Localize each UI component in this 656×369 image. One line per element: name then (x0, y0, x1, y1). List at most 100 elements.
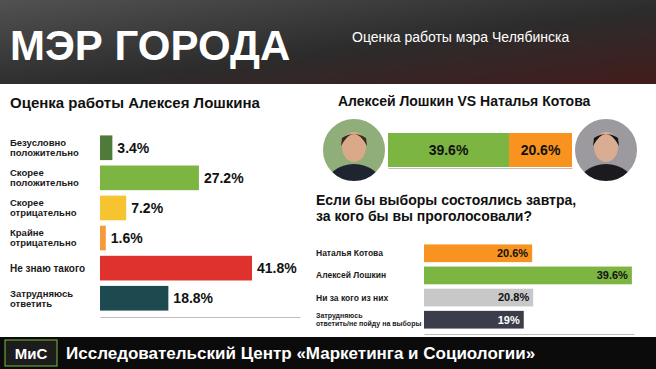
data-label: 19% (498, 314, 520, 326)
chart-title: Оценка работы Алексея Лошкина (10, 94, 261, 111)
data-label: 7.2% (131, 200, 163, 216)
y-tick: Безусловноположительно (10, 137, 79, 158)
y-tick: Не знаю такого (10, 263, 85, 274)
y-tick-label: Алексей Лошкин (316, 270, 386, 280)
y-tick: Крайнеотрицательно (10, 227, 77, 248)
data-labels: 20.6% 39.6% 20.8% 19% (497, 247, 628, 325)
bar-segment (509, 133, 572, 167)
bars (424, 244, 632, 328)
x-axis-line (101, 317, 301, 318)
data-label: 39.6% (429, 142, 469, 158)
y-tick-label-line: отрицательно (10, 207, 77, 218)
bar (424, 289, 533, 307)
data-label: 39.6% (597, 269, 628, 281)
data-label: 18.8% (173, 290, 213, 306)
chart: Если бы выборы состоялись завтра,за кого… (316, 192, 635, 335)
chart-title-line: Оценка работы Алексея Лошкина (10, 94, 261, 111)
y-tick: Ни за кого из них (316, 293, 388, 303)
y-tick: Алексей Лошкин (316, 270, 386, 280)
y-axis: Наталья Котова Алексей Лошкин Ни за кого и… (316, 248, 421, 328)
footer: МиС Исследовательский Центр «Маркетинга и… (0, 337, 656, 369)
chart-title-line: Если бы выборы состоялись завтра, (316, 192, 576, 208)
bars (388, 133, 572, 167)
data-labels: 39.6% 20.6% (429, 142, 561, 158)
data-label: 41.8% (257, 260, 297, 276)
y-tick-label: Затрудняюсьответить/не пойду на выборы (316, 312, 421, 328)
y-tick-label: Наталья Котова (316, 248, 383, 258)
chart: Оценка работы Алексея Лошкина 3.4% 27.2% 7.… (10, 94, 301, 318)
y-tick-label: Безусловноположительно (10, 137, 79, 158)
data-label: 27.2% (204, 170, 244, 186)
bar (100, 256, 252, 281)
chart-title: Если бы выборы состоялись завтра,за кого… (316, 192, 576, 224)
x-axis (389, 168, 573, 169)
y-tick: Наталья Котова (316, 248, 383, 258)
photo-hair (593, 134, 619, 146)
y-tick: Скорееположительно (10, 167, 79, 188)
data-label: 20.6% (521, 142, 561, 158)
x-axis-line (425, 334, 635, 335)
photo-border (322, 118, 386, 182)
x-axis (425, 334, 635, 335)
y-tick-label: Крайнеотрицательно (10, 227, 77, 248)
y-tick-label: Скорееотрицательно (10, 197, 77, 218)
data-label: 1.6% (111, 230, 143, 246)
photo-face (594, 132, 618, 162)
y-tick: Затрудняюсьответить/не пойду на выборы (316, 312, 421, 328)
header-shade (0, 0, 656, 84)
y-tick-label: Скорееположительно (10, 167, 79, 188)
bar (100, 196, 126, 221)
infographic: МЭР ГОРОДАОценка работы мэра ЧелябинскаМ… (0, 0, 656, 369)
photo-border (574, 118, 638, 182)
bar (424, 311, 524, 329)
bar (424, 244, 532, 262)
y-tick-label: Не знаю такого (10, 263, 85, 274)
y-tick-label-line: Наталья Котова (316, 248, 383, 258)
logo-box (5, 340, 57, 366)
y-tick-label-line: Ни за кого из них (316, 293, 388, 303)
header-title: МЭР ГОРОДА (10, 22, 290, 69)
y-tick-label-line: Затрудняюсь (316, 312, 363, 320)
header-background (0, 0, 656, 84)
y-tick-label: Ни за кого из них (316, 293, 388, 303)
photo-hair (341, 134, 367, 146)
bar-segment (388, 133, 509, 167)
logo-text: МиС (15, 345, 48, 362)
y-tick: Затрудняюсьответить (10, 288, 73, 309)
photo (574, 118, 638, 208)
y-axis: Безусловноположительно Скорееположительно… (10, 137, 85, 308)
y-tick-label-line: ответить (10, 298, 52, 309)
chart-title-line: Алексей Лошкин VS Наталья Котова (338, 93, 591, 109)
bars (100, 135, 252, 310)
y-tick-label-line: отрицательно (10, 237, 77, 248)
chart-title-line: за кого бы вы проголосовали? (316, 208, 532, 224)
chart: Алексей Лошкин VS Наталья Котова 39.6% 20.… (322, 93, 638, 208)
y-tick: Скорееотрицательно (10, 197, 77, 218)
y-tick-label-line: ответить/не пойду на выборы (316, 320, 421, 328)
page: МЭР ГОРОДАОценка работы мэра ЧелябинскаМ… (0, 0, 656, 369)
data-labels: 3.4% 27.2% 7.2% 1.6% 41.8% 18.8% (111, 140, 297, 306)
bar (100, 135, 112, 160)
data-label: 3.4% (117, 140, 149, 156)
background (0, 0, 656, 369)
photo-body (578, 164, 634, 208)
x-axis (101, 317, 301, 318)
y-tick-label: Затрудняюсьответить (10, 288, 73, 309)
bar (100, 226, 106, 251)
y-tick-label-line: положительно (10, 147, 79, 158)
footer-text: Исследовательский Центр «Маркетинга и Со… (66, 344, 535, 363)
data-label: 20.8% (498, 291, 529, 303)
y-tick-label-line: положительно (10, 177, 79, 188)
photo-face (342, 132, 366, 162)
chart-title: Алексей Лошкин VS Наталья Котова (338, 93, 591, 109)
data-label: 20.6% (497, 247, 528, 259)
bar (100, 286, 168, 311)
bar (100, 166, 199, 191)
x-axis-line (389, 168, 573, 169)
bar (424, 267, 632, 285)
header: МЭР ГОРОДА Оценка работы мэра Челябинска (0, 0, 656, 84)
y-tick-label-line: Алексей Лошкин (316, 270, 386, 280)
y-tick-label-line: Не знаю такого (10, 263, 85, 274)
footer-background (0, 337, 656, 369)
header-subtitle: Оценка работы мэра Челябинска (352, 29, 569, 45)
